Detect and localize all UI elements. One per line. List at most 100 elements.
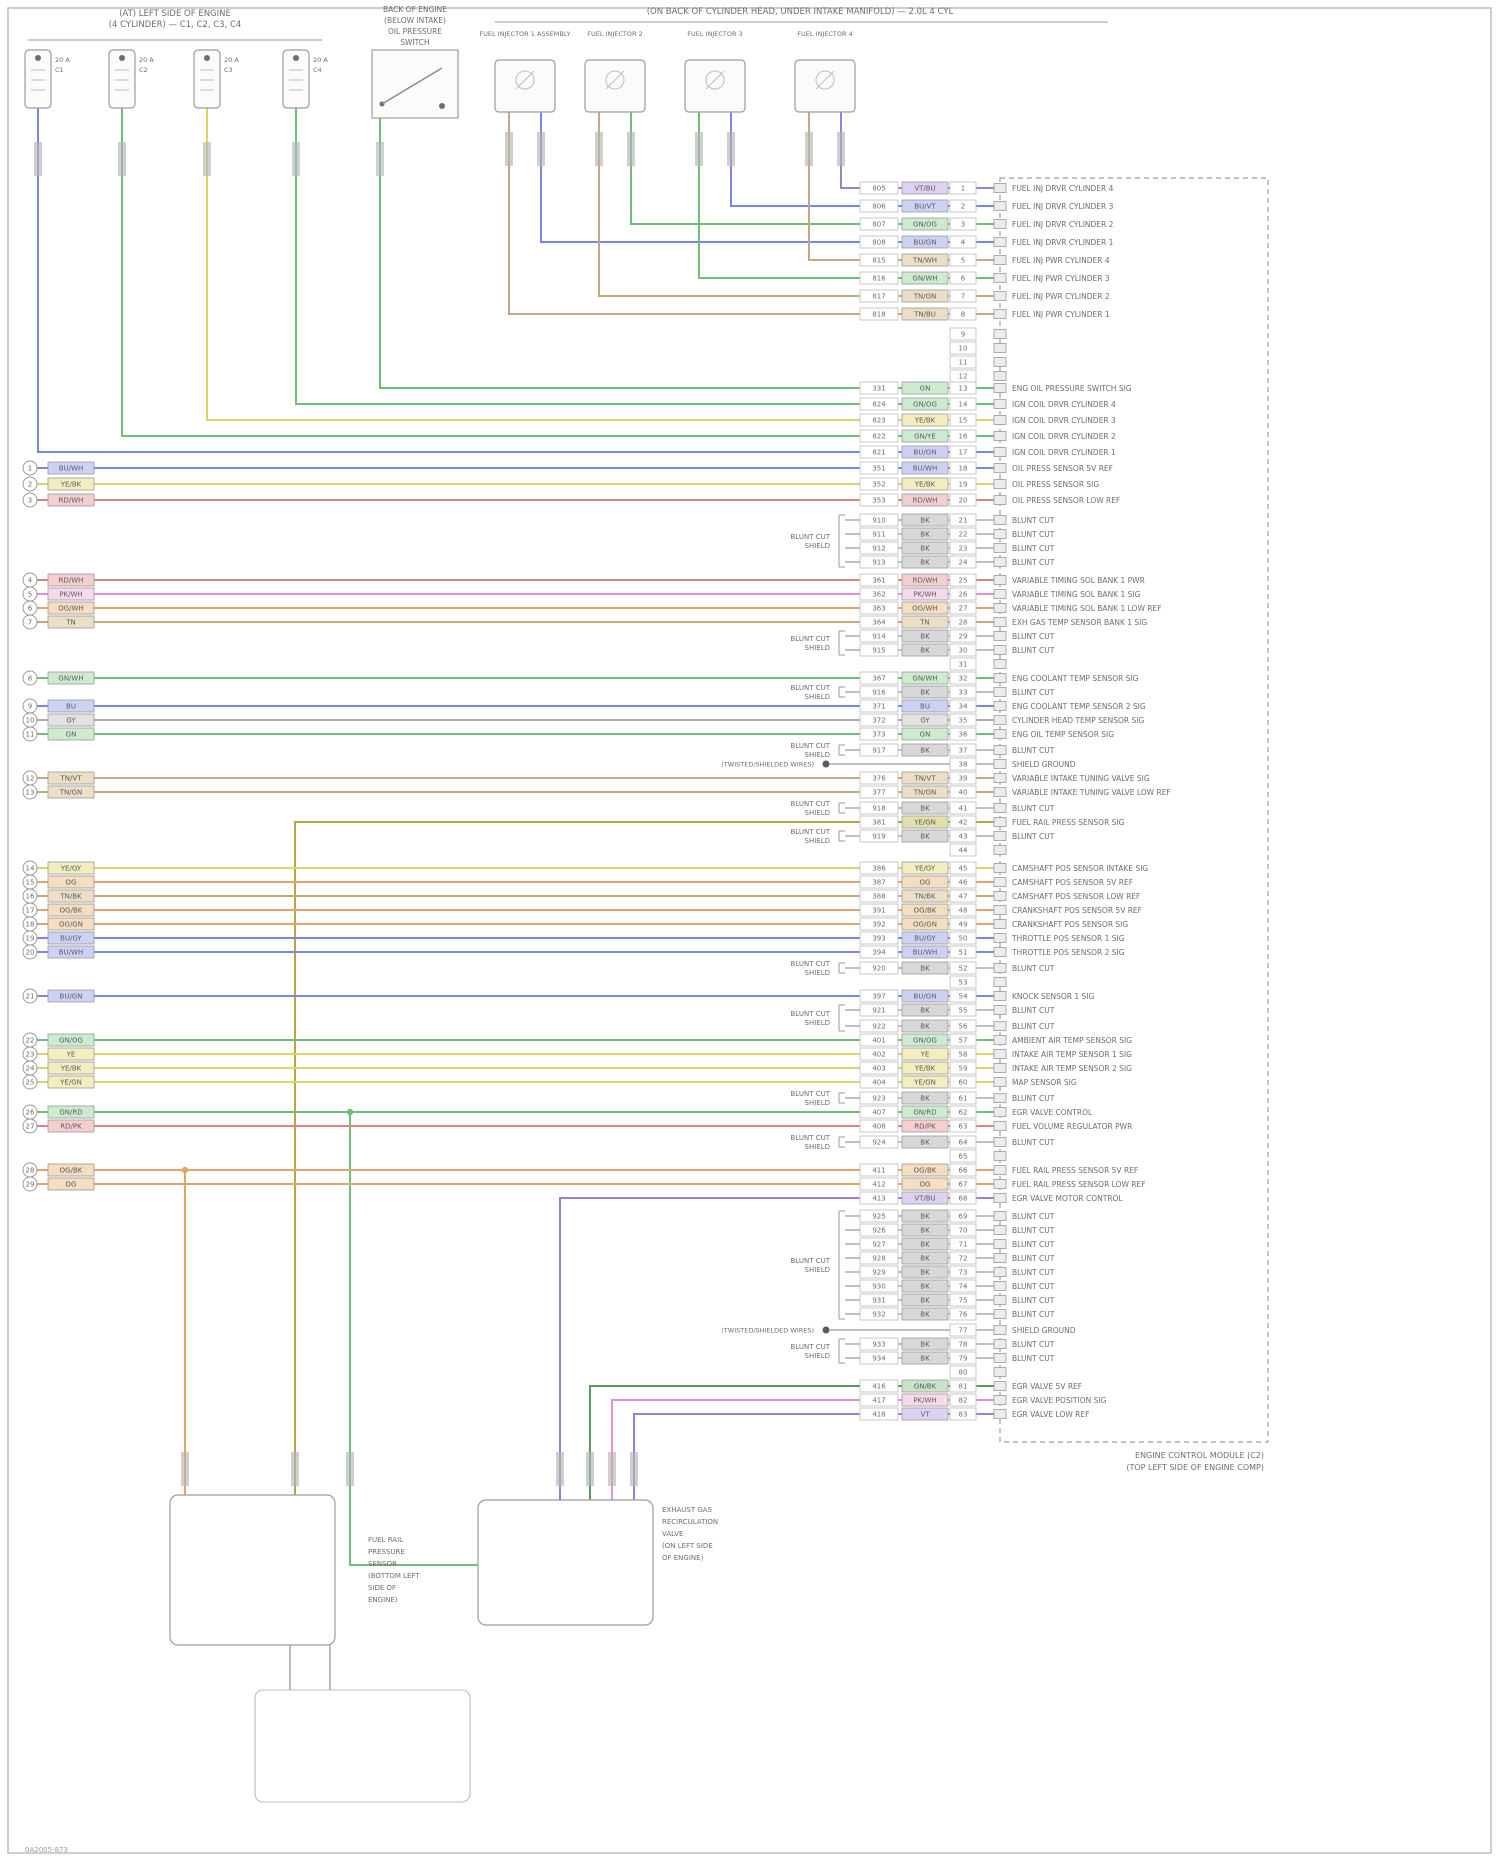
pin-description: BLUNT CUT xyxy=(1012,530,1055,539)
wire-code: BK xyxy=(920,1241,930,1249)
wire-code-box xyxy=(47,1163,95,1177)
pin-number: 39 xyxy=(959,775,968,783)
circuit-number-box xyxy=(859,513,899,527)
pin-description: EGR VALVE LOW REF xyxy=(1012,1410,1089,1419)
wire xyxy=(379,118,996,389)
ecm-pin-row-labels xyxy=(859,289,1007,303)
wire-code: BU/GN xyxy=(914,449,937,457)
circuit-number-box xyxy=(859,903,899,917)
offpage-connector-number: 12 xyxy=(26,775,35,783)
wire-code: TN/VT xyxy=(914,775,937,783)
pin-number-box xyxy=(949,1279,977,1293)
pin-number: 52 xyxy=(959,965,968,973)
injector-label: FUEL INJECTOR 2 xyxy=(587,30,642,38)
wire-code: BK xyxy=(920,647,930,655)
twisted-shielded-label: (TWISTED/SHIELDED WIRES) xyxy=(721,761,814,769)
ecm-pin-row-labels xyxy=(859,1191,1007,1205)
pin-number-box xyxy=(949,1237,977,1251)
pin-number: 61 xyxy=(959,1095,968,1103)
pin-description: IGN COIL DRVR CYLINDER 3 xyxy=(1012,416,1116,425)
offpage-connector-number: 19 xyxy=(26,935,35,943)
wire-code: YE/GN xyxy=(913,819,936,827)
pin-description: ENG OIL TEMP SENSOR SIG xyxy=(1012,730,1114,739)
wire-code-box xyxy=(901,771,949,785)
wire-code-box xyxy=(901,931,949,945)
ecm-pin-row-labels xyxy=(859,1061,1007,1075)
circuit-number: 815 xyxy=(872,257,885,265)
pin-number-box xyxy=(949,413,977,427)
circuit-number: 927 xyxy=(872,1241,885,1249)
wire-code-box xyxy=(47,875,95,889)
wire-code: YE xyxy=(920,1051,930,1059)
ecm-pin-terminal xyxy=(993,1409,1007,1419)
wire-code-box xyxy=(901,477,949,491)
circuit-number-box xyxy=(859,541,899,555)
ecm-pin-row-labels xyxy=(859,815,1007,829)
wire-branch xyxy=(349,1112,478,1566)
injector-coil-glyph xyxy=(705,70,725,90)
circuit-number: 822 xyxy=(872,433,885,441)
wire-code-box xyxy=(47,573,95,587)
wire-code-box xyxy=(901,381,949,395)
pin-description: FUEL VOLUME REGULATOR PWR xyxy=(1012,1122,1132,1131)
pin-number-box xyxy=(949,587,977,601)
ignition-coil-symbol xyxy=(108,49,136,109)
ecm-pin-row-labels xyxy=(859,1265,1007,1279)
ecm-pin-terminal xyxy=(993,729,1007,739)
pin-number-box xyxy=(949,657,977,671)
circuit-number-box xyxy=(859,1105,899,1119)
pin-description: BLUNT CUT xyxy=(1012,1094,1055,1103)
ecm-pin-terminal xyxy=(993,1353,1007,1363)
pin-description: BLUNT CUT xyxy=(1012,1354,1055,1363)
wire-code: YE/GY xyxy=(914,865,936,873)
ecm-pin-terminal xyxy=(993,963,1007,973)
wire-code-box xyxy=(901,541,949,555)
ecm-pin-row xyxy=(22,988,996,1004)
ecm-pin-terminal xyxy=(993,1063,1007,1073)
pin-number-box xyxy=(949,829,977,843)
wire-code: GN/RD xyxy=(59,1109,82,1117)
pin-number-box xyxy=(949,1223,977,1237)
ecm-pin-row xyxy=(559,1197,996,1500)
wire-code-box xyxy=(901,989,949,1003)
wire-code-box xyxy=(901,1033,949,1047)
fuel-rail-pressure-sensor-box-label: SIDE OF xyxy=(368,1584,396,1592)
ecm-pin-row-labels xyxy=(859,1003,1007,1017)
wire-code: VT/BU xyxy=(914,1195,935,1203)
wire-code-box xyxy=(47,1105,95,1119)
blunt-cut-shield-label: BLUNT CUT xyxy=(790,684,830,692)
wire-code-box xyxy=(901,629,949,643)
circuit-number: 923 xyxy=(872,1095,885,1103)
wire-code: BK xyxy=(920,747,930,755)
ecm-pin-row xyxy=(22,698,996,714)
ecm-pin-terminal xyxy=(993,1077,1007,1087)
wire-code-box xyxy=(901,181,949,195)
pin-number-box xyxy=(949,801,977,815)
inline-connector xyxy=(608,1452,616,1486)
circuit-number-box xyxy=(859,1209,899,1223)
wire-code: TN/BK xyxy=(913,893,936,901)
wire-code: RD/WH xyxy=(59,577,84,585)
wire-code: GN xyxy=(66,731,77,739)
pin-number-box xyxy=(949,727,977,741)
circuit-number-box xyxy=(859,945,899,959)
wire xyxy=(508,112,996,315)
circuit-number-box xyxy=(859,1265,899,1279)
wire-code: YE/BK xyxy=(60,481,82,489)
pin-description: FUEL INJ DRVR CYLINDER 2 xyxy=(1012,220,1114,229)
pin-number: 83 xyxy=(959,1411,968,1419)
pin-number-box xyxy=(949,889,977,903)
wire-code: OG/WH xyxy=(912,605,937,613)
wire-code: YE/GN xyxy=(913,1079,936,1087)
coil-body xyxy=(282,49,310,109)
wire-code: TN/BK xyxy=(59,893,82,901)
offpage-connector-number: 24 xyxy=(26,1065,35,1073)
pin-description: THROTTLE POS SENSOR 1 SIG xyxy=(1011,934,1125,943)
pin-number-box xyxy=(949,1047,977,1061)
pin-number-box xyxy=(949,253,977,267)
oil-pressure-switch-symbol xyxy=(371,49,459,119)
ecm-pin-row-labels xyxy=(859,629,1007,643)
pin-number: 43 xyxy=(959,833,968,841)
pin-number: 22 xyxy=(959,531,968,539)
circuit-number: 932 xyxy=(872,1311,885,1319)
